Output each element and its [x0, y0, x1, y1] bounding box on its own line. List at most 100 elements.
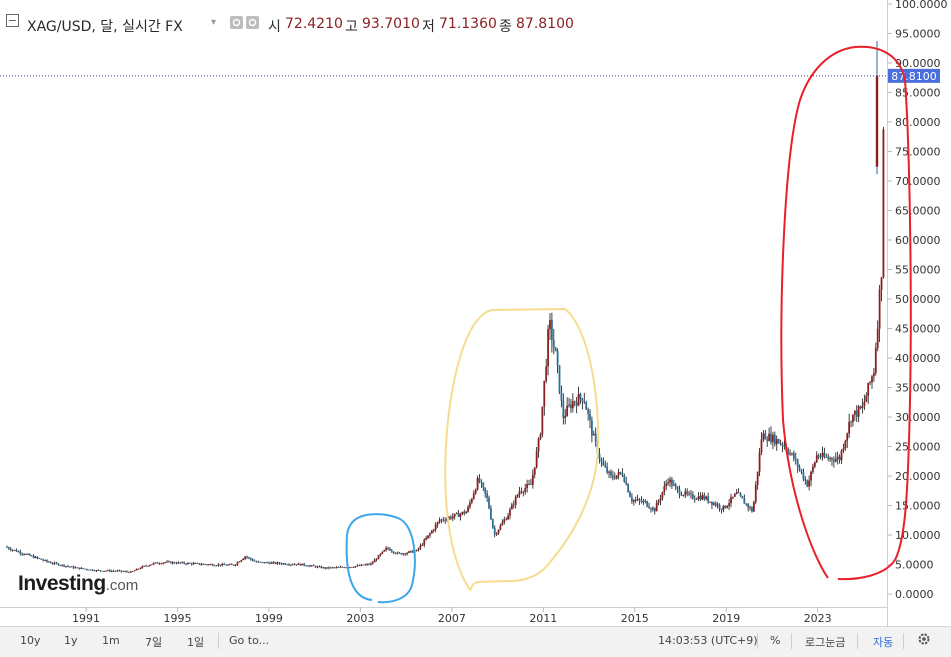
candle-body — [244, 556, 247, 559]
candle-body — [470, 498, 473, 503]
candle-body — [659, 498, 662, 501]
candle-body — [623, 475, 626, 482]
symbol-title[interactable]: XAG/USD, 달, 실시간 FX — [27, 19, 183, 35]
range-10y-button[interactable]: 10y — [20, 634, 41, 647]
candle-body — [722, 505, 725, 510]
candle-body — [810, 471, 812, 481]
candle-body — [270, 562, 273, 564]
candle-body — [65, 566, 67, 567]
candle-body — [488, 497, 490, 509]
candle-body — [739, 493, 742, 497]
last-price-text: 87.8100 — [891, 70, 937, 83]
candle-body — [339, 566, 342, 568]
collapse-icon[interactable] — [6, 14, 19, 31]
log-scale-toggle[interactable]: 로그눈금 — [805, 636, 846, 649]
candle-body — [800, 469, 803, 473]
candle-body — [600, 458, 603, 463]
candle-body — [817, 455, 820, 457]
candle-body — [707, 496, 710, 502]
candle-body — [404, 553, 407, 555]
candle-body — [827, 457, 830, 459]
candle-body — [852, 414, 854, 423]
candle-body — [76, 567, 79, 569]
candle-body — [812, 466, 814, 472]
candle-body — [36, 556, 39, 559]
candle-body — [34, 556, 37, 558]
candle-body — [322, 567, 325, 569]
price-chart[interactable]: 0.0000 5.0000 10.0000 15.0000 20.0000 25.0000… — [0, 0, 951, 626]
candle-body — [665, 483, 668, 486]
candle-body — [789, 453, 791, 455]
price-tick-label: 70.0000 — [895, 175, 941, 188]
candle-body — [857, 406, 860, 417]
candle-body — [520, 491, 523, 493]
goto-button[interactable]: Go to... — [229, 634, 270, 647]
candle-body — [369, 563, 372, 565]
candle-body — [699, 496, 702, 500]
candle-body — [541, 406, 544, 435]
candle-body — [844, 440, 847, 449]
candle-body — [657, 500, 660, 503]
candle-body — [671, 479, 673, 486]
auto-scale-toggle[interactable]: 자동 — [873, 636, 894, 649]
clock-readout: 14:03:53 (UTC+9) — [658, 634, 758, 647]
candle-body — [97, 570, 100, 571]
candle-body — [91, 569, 94, 571]
candle-body — [373, 559, 376, 563]
candle-body — [672, 484, 675, 486]
candle-body — [451, 516, 454, 519]
gear-icon[interactable] — [230, 15, 260, 34]
candle-body — [709, 501, 711, 503]
candle-body — [695, 498, 698, 500]
range-7d-button[interactable]: 7일 — [145, 636, 163, 649]
candle-body — [219, 564, 222, 566]
candle-body — [850, 421, 852, 423]
candle-body — [46, 559, 48, 562]
candle-body — [303, 563, 306, 566]
gear-icon[interactable] — [917, 632, 931, 649]
candle-body — [200, 564, 203, 566]
candle-body — [543, 380, 546, 407]
candle-body — [497, 529, 500, 534]
percent-toggle[interactable]: % — [770, 634, 781, 647]
candle-body — [469, 502, 471, 507]
candle-body — [512, 504, 515, 506]
candle-body — [387, 547, 389, 549]
candle-body — [640, 500, 643, 502]
candle-body — [648, 506, 650, 509]
range-1d-button[interactable]: 1일 — [187, 636, 205, 649]
candle-body — [749, 507, 751, 509]
candle-body — [684, 491, 687, 496]
candle-body — [712, 503, 715, 505]
candle-body — [802, 472, 805, 480]
candle-body — [156, 562, 159, 564]
candle-body — [232, 564, 235, 566]
time-tick-label: 2011 — [529, 612, 557, 625]
candle-body — [636, 499, 639, 501]
candle-body — [682, 495, 685, 496]
candle-body — [781, 443, 784, 446]
candle-body — [505, 519, 508, 521]
candle-body — [213, 565, 216, 567]
price-tick-label: 55.0000 — [895, 263, 941, 276]
candle-body — [234, 564, 237, 566]
candle-body — [606, 467, 609, 473]
close-label: 종 — [499, 19, 512, 35]
candle-body — [208, 564, 210, 566]
candle-body — [139, 568, 142, 570]
candle-body — [352, 567, 355, 568]
candle-body — [68, 566, 71, 568]
candle-body — [680, 494, 683, 496]
caret-down-icon[interactable]: ▾ — [211, 17, 217, 28]
range-1m-button[interactable]: 1m — [102, 634, 120, 647]
candle-body — [804, 479, 807, 481]
candle-body — [871, 376, 873, 383]
candle-body — [457, 512, 460, 517]
candle-body — [238, 561, 241, 563]
candle-body — [120, 570, 123, 572]
price-tick-label: 50.0000 — [895, 293, 941, 306]
candle-body — [526, 484, 529, 489]
candle-body — [299, 563, 302, 566]
range-1y-button[interactable]: 1y — [64, 634, 78, 647]
candle-body — [638, 499, 641, 501]
